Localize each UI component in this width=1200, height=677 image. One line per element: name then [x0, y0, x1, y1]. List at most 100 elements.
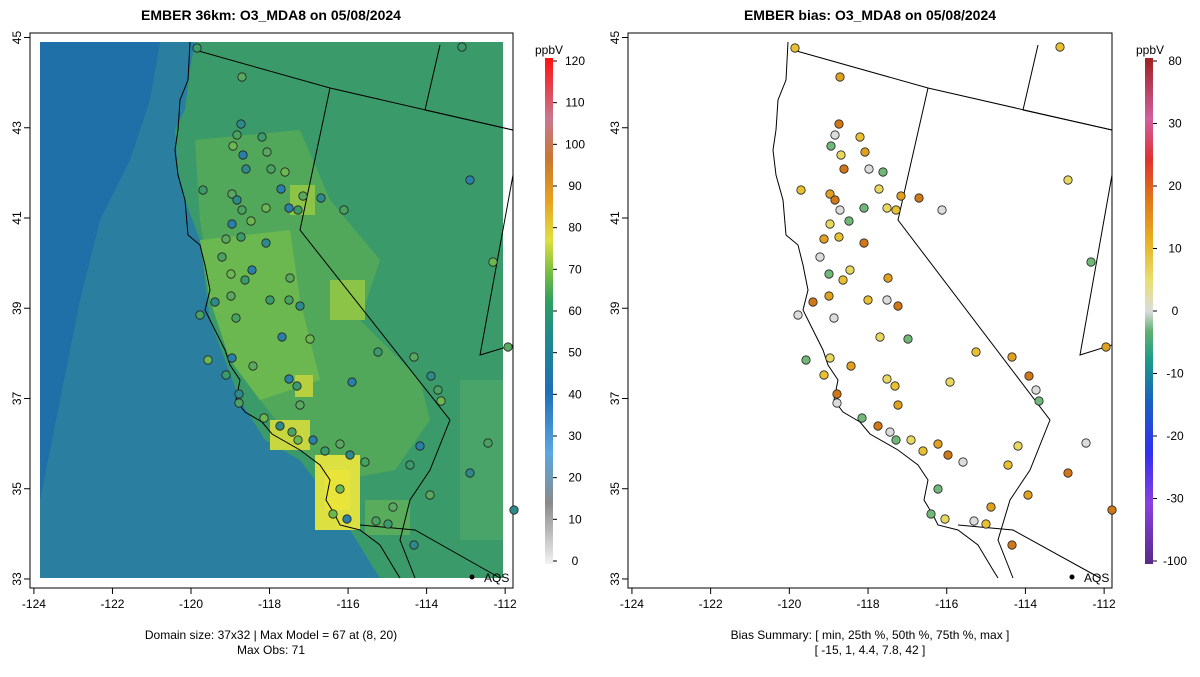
bias-station-marker	[832, 389, 842, 399]
x-tick-label: -118	[258, 597, 281, 611]
bias-station-marker	[878, 167, 888, 177]
bias-station-marker	[835, 205, 845, 215]
bias-station-marker	[815, 252, 825, 262]
bias-station-marker	[903, 334, 913, 344]
bias-station-marker	[863, 295, 873, 305]
x-tick-label: -122	[100, 597, 124, 611]
station-marker	[232, 130, 242, 140]
model-footer-line2: Max Obs: 71	[237, 643, 305, 657]
colorbar-tick-label: 0	[572, 554, 579, 568]
bias-station-marker	[825, 353, 835, 363]
bias-station-marker	[981, 519, 991, 529]
colorbar-tick-label: -10	[1166, 367, 1184, 381]
station-marker	[483, 438, 493, 448]
bias-station-marker	[958, 457, 968, 467]
bias-station-marker	[801, 355, 811, 365]
station-marker	[433, 385, 443, 395]
station-marker	[236, 119, 246, 129]
bias-station-marker	[796, 185, 806, 195]
bias-station-marker	[940, 514, 950, 524]
bias-station-marker	[943, 450, 953, 460]
model-footer-line1: Domain size: 37x32 | Max Model = 67 at (…	[145, 628, 397, 642]
station-marker	[284, 295, 294, 305]
station-marker	[227, 219, 237, 229]
bias-colorbar: ppbV 80 30 20 10 0 -10 -20 -30 -100	[1136, 43, 1187, 568]
state-line-id	[424, 44, 513, 131]
y-tick-label: 41	[10, 211, 24, 225]
bias-station-marker	[857, 413, 867, 423]
colorbar-tick-label: 10	[568, 512, 582, 526]
bias-station-marker	[933, 484, 943, 494]
station-marker	[383, 519, 393, 529]
station-marker	[261, 203, 271, 213]
station-marker	[409, 540, 419, 550]
station-marker	[257, 132, 267, 142]
station-marker	[280, 167, 290, 177]
bias-stations	[790, 42, 1117, 550]
station-marker	[232, 195, 242, 205]
colorbar-tick-label: 80	[1168, 54, 1182, 68]
bias-station-marker	[829, 313, 839, 323]
station-marker	[210, 297, 220, 307]
hotspot	[295, 375, 313, 397]
bias-station-marker	[819, 370, 829, 380]
station-marker	[234, 389, 244, 399]
bias-station-marker	[808, 297, 818, 307]
y-tick-label: 35	[608, 482, 622, 496]
station-marker	[287, 427, 297, 437]
model-map-panel: EMBER 36km: O3_MDA8 on 05/08/2024	[10, 7, 585, 657]
station-marker	[195, 310, 205, 320]
colorbar-tick-label: 50	[568, 346, 582, 360]
y-tick-label: 37	[608, 391, 622, 405]
x-tick-label: -116	[935, 597, 958, 611]
colorbar-tick-label: -30	[1166, 492, 1184, 506]
x-tick-label: -114	[415, 597, 438, 611]
bias-station-marker	[830, 130, 840, 140]
station-marker	[345, 450, 355, 460]
bias-station-marker	[893, 400, 903, 410]
x-tick-label: -122	[699, 597, 723, 611]
colorbar-tick-label: 70	[568, 262, 582, 276]
station-marker	[503, 342, 513, 352]
bias-station-marker	[937, 205, 947, 215]
station-marker	[298, 191, 308, 201]
station-marker	[234, 398, 244, 408]
station-marker	[240, 275, 250, 285]
ocean-field	[40, 42, 380, 578]
bias-map-frame	[627, 32, 1113, 589]
station-marker	[415, 441, 425, 451]
bias-station-marker	[834, 119, 844, 129]
bias-station-marker	[819, 234, 829, 244]
y-tick-label: 45	[608, 31, 622, 45]
station-marker	[305, 334, 315, 344]
bias-y-axis: 33 35 37 39 41 43 45	[608, 31, 629, 586]
colorbar-tick-label: 120	[565, 54, 585, 68]
bias-station-marker	[933, 439, 943, 449]
bias-station-marker	[835, 72, 845, 82]
bias-station-marker	[793, 310, 803, 320]
station-marker	[509, 505, 519, 515]
x-tick-label: -118	[856, 597, 879, 611]
station-marker	[226, 269, 236, 279]
station-marker	[328, 509, 338, 519]
bias-station-marker	[873, 421, 883, 431]
bias-aqs-marker	[1069, 574, 1075, 580]
bias-station-marker	[836, 150, 846, 160]
x-tick-label: -120	[777, 597, 801, 611]
station-marker	[295, 400, 305, 410]
bias-colorbar-label: ppbV	[1136, 43, 1164, 57]
x-axis: -124 -122 -120 -118 -116 -114 -112	[22, 587, 517, 611]
colorbar-tick-label: 20	[1168, 179, 1182, 193]
bias-station-marker	[1013, 441, 1023, 451]
bias-station-marker	[890, 381, 900, 391]
station-marker	[409, 352, 419, 362]
station-marker	[217, 252, 227, 262]
field-patch	[460, 380, 503, 540]
station-marker	[261, 238, 271, 248]
station-marker	[488, 257, 498, 267]
station-marker	[308, 435, 318, 445]
station-marker	[457, 42, 467, 52]
